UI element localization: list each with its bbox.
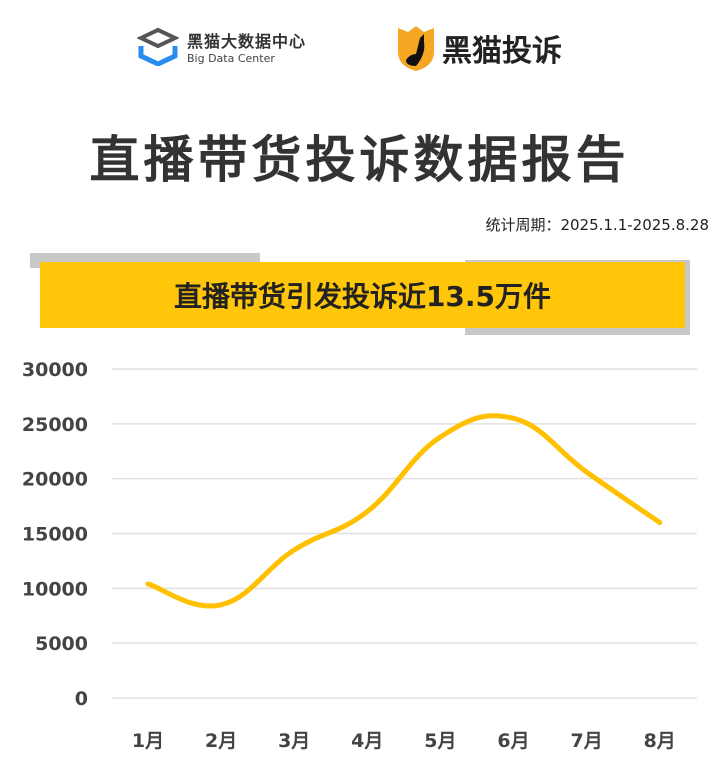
cat-shield-icon [398,26,434,71]
line-chart: 0 5000 10000 15000 20000 25000 30000 1月 2月 3月 4月 5月… [22,359,697,752]
y-tick-label: 10000 [22,578,88,600]
stacked-box-icon [137,27,179,66]
x-tick-label: 8月 [644,730,676,752]
series-line [145,413,663,609]
x-tick-label: 5月 [424,730,456,752]
statistics-period: 统计周期：2025.1.1-2025.8.28 [485,216,709,234]
page-title: 直播带货投诉数据报告 [89,131,630,189]
y-tick-label: 5000 [35,633,88,655]
y-tick-label: 15000 [22,524,88,546]
x-tick-label: 6月 [497,730,529,752]
logo-left-en: Big Data Center [187,51,275,65]
y-tick-label: 0 [75,688,88,710]
x-tick-label: 7月 [570,730,602,752]
heimao-tousu-logo: 黑猫投诉 [396,24,562,72]
headline-banner: 直播带货引发投诉近13.5万件 [40,262,685,328]
y-tick-label: 30000 [22,359,88,381]
x-tick-label: 4月 [351,730,383,752]
big-data-center-logo: 黑猫大数据中心 Big Data Center [137,26,306,66]
y-tick-label: 20000 [22,469,88,491]
x-tick-label: 1月 [132,730,164,752]
y-tick-label: 25000 [22,414,88,436]
logo-left-cn: 黑猫大数据中心 [187,31,307,51]
x-tick-label: 2月 [205,730,237,752]
x-tick-label: 3月 [278,730,310,752]
logo-right-text: 黑猫投诉 [442,34,562,69]
